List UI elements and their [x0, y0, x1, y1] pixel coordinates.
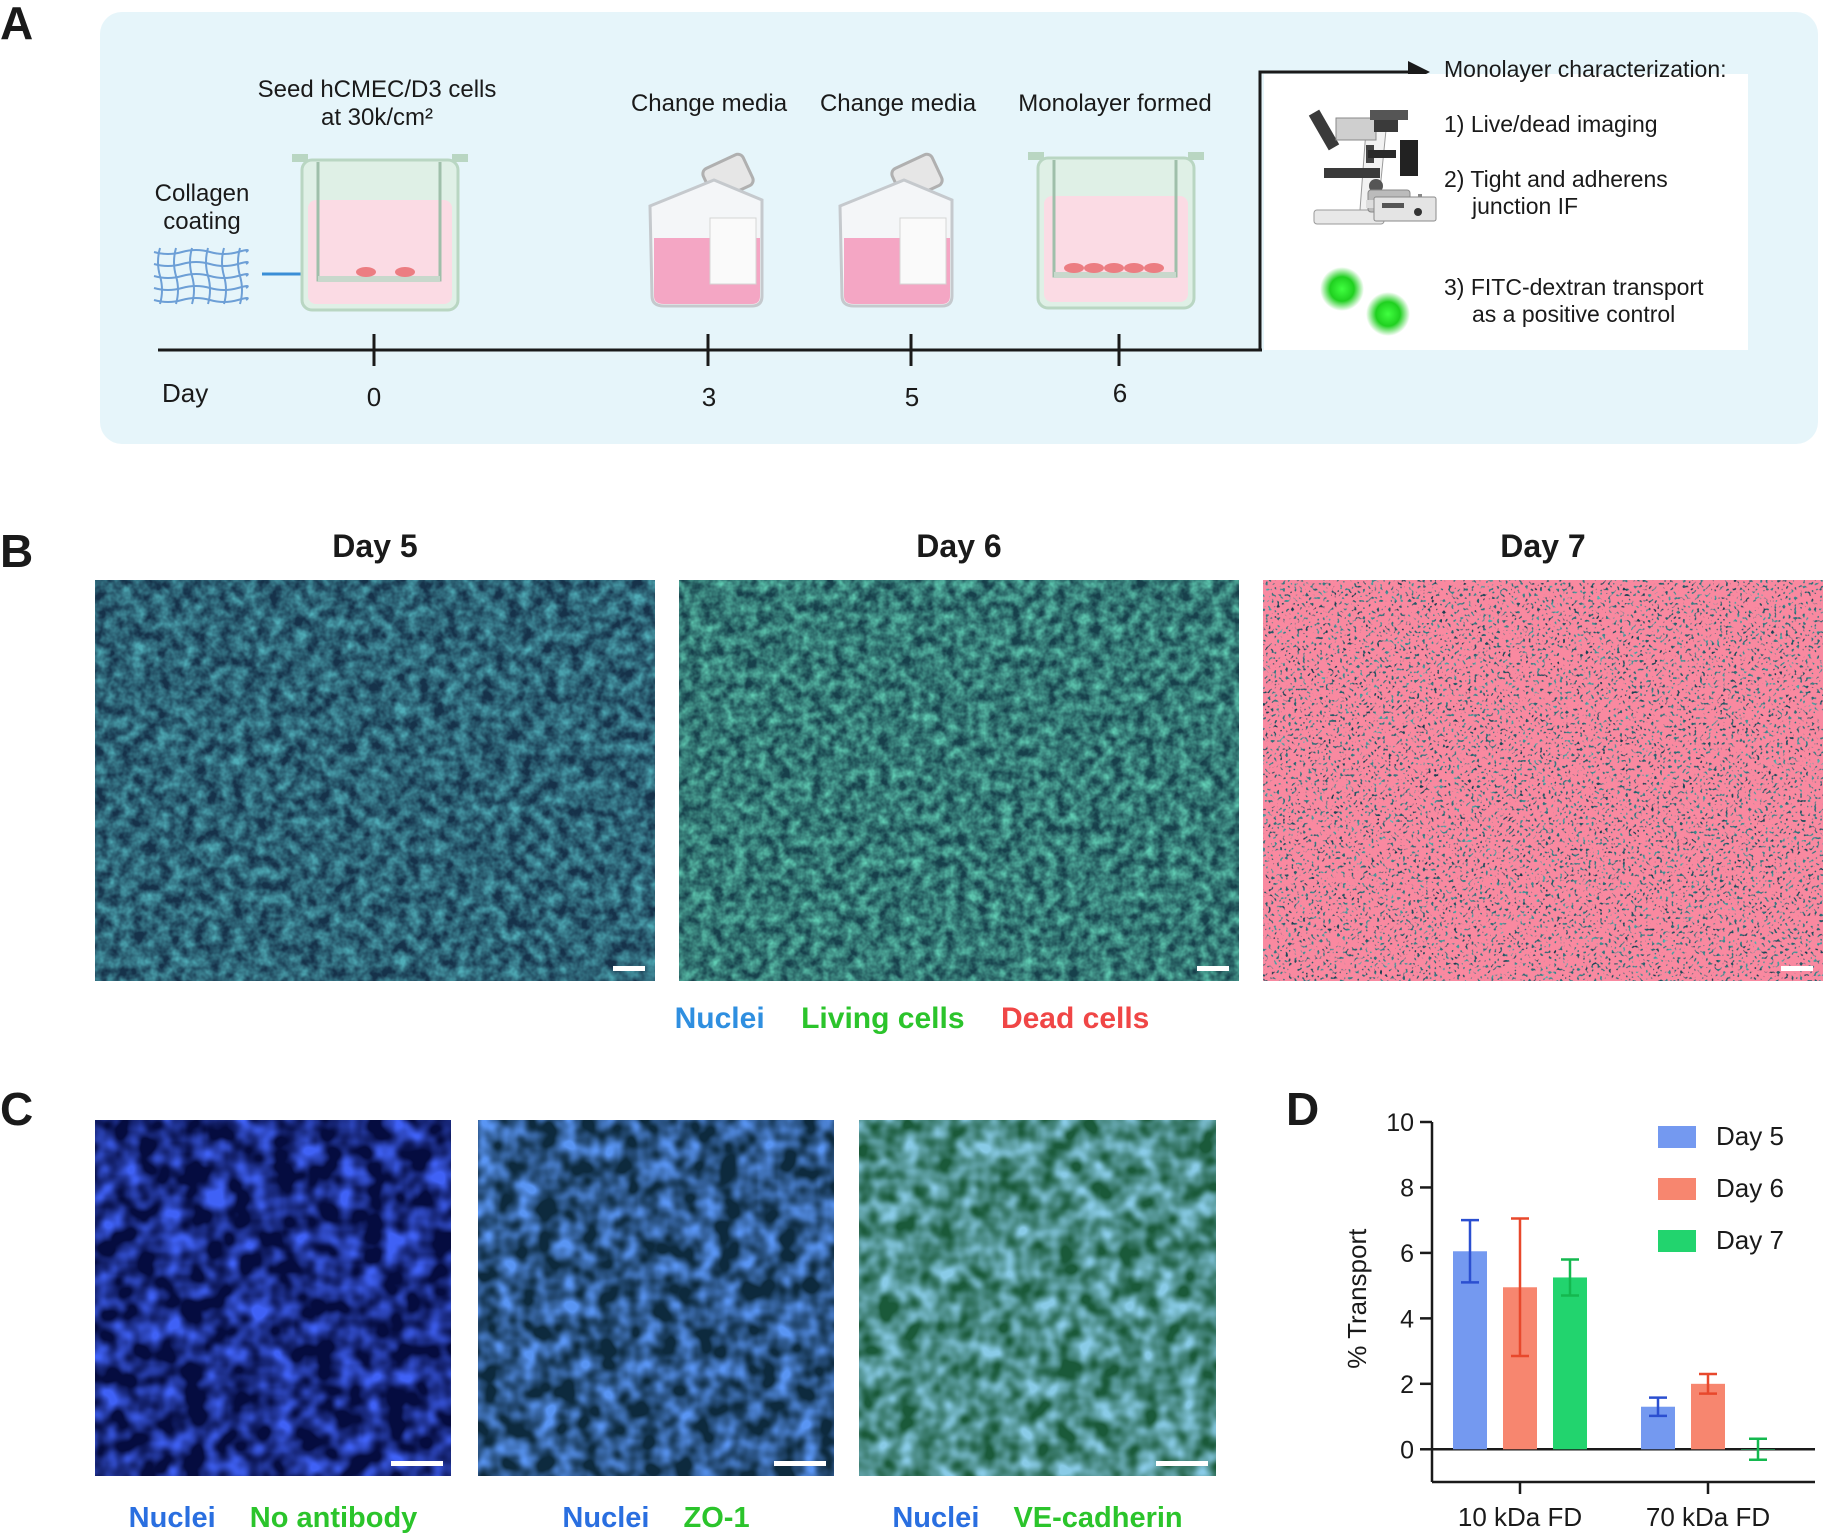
live-dead-texture-day5: [95, 580, 655, 981]
if-texture-no-antibody: [95, 1120, 451, 1476]
y-tick-label: 6: [1400, 1240, 1414, 1268]
step-seed-label: Seed hCMEC/D3 cells at 30k/cm²: [258, 76, 497, 132]
panel-b-legend: Nuclei Living cells Dead cells: [0, 1002, 1824, 1036]
caption-nuclei: Nuclei: [128, 1502, 216, 1534]
step-day5-label: Change media: [819, 90, 977, 117]
collagen-mesh-icon: [153, 247, 249, 305]
step-seed-line1: Seed hCMEC/D3 cells: [257, 76, 497, 103]
microscope-icon: [1308, 109, 1437, 225]
live-dead-texture-day7: [1263, 580, 1823, 981]
flask-media-icon-day5: [838, 152, 954, 308]
legend-nuclei: Nuclei: [674, 1002, 765, 1035]
timeline-connector: [1258, 70, 1410, 350]
fluorescent-bead-icon: [1366, 292, 1410, 336]
y-tick-label: 2: [1400, 1371, 1414, 1399]
panel-a-diagram: [153, 61, 1748, 366]
characterization-item-2: 2) Tight and adherens junction IF: [1444, 166, 1668, 220]
if-image-no-antibody: [95, 1120, 451, 1476]
scale-bar: [1197, 966, 1229, 971]
y-tick-label: 10: [1386, 1109, 1414, 1137]
panel-b-title-day6: Day 6: [916, 528, 1002, 564]
x-tick-label: 10 kDa FD: [1458, 1502, 1582, 1530]
bar-day-5: [1453, 1251, 1487, 1450]
scale-bar: [774, 1461, 826, 1466]
panel-b-letter: B: [0, 525, 34, 577]
characterization-item-3-line2: as a positive control: [1472, 301, 1676, 327]
legend-label: Day 6: [1716, 1173, 1784, 1203]
caption-stain: ZO-1: [683, 1502, 750, 1534]
transwell-seed-icon: [292, 154, 468, 312]
timeline-day-0: 0: [366, 382, 382, 412]
live-dead-image-day5: [95, 580, 655, 981]
timeline-day-5: 5: [904, 382, 920, 412]
scale-bar: [613, 966, 645, 971]
legend-label: Day 7: [1716, 1225, 1784, 1255]
live-dead-image-day6: [679, 580, 1239, 981]
if-image-ve-cadherin: [859, 1120, 1216, 1476]
legend-dead-cells: Dead cells: [1000, 1002, 1150, 1035]
flask-media-icon-day3: [648, 152, 764, 308]
step-seed-line2: at 30k/cm²: [320, 104, 434, 131]
x-tick-label: 70 kDa FD: [1646, 1502, 1770, 1530]
panel-c-letter: C: [0, 1083, 34, 1135]
caption-stain: No antibody: [249, 1502, 418, 1534]
transwell-monolayer-icon: [1028, 152, 1204, 310]
caption-nuclei: Nuclei: [892, 1502, 980, 1534]
characterization-item-2-line2: junction IF: [1472, 193, 1579, 219]
step-day3-label: Change media: [630, 90, 788, 117]
panel-b-title-day7: Day 7: [1500, 528, 1586, 564]
panel-a-letter: A: [0, 0, 34, 49]
panel-d-letter: D: [1286, 1083, 1320, 1135]
live-dead-image-day7: [1263, 580, 1823, 981]
characterization-item-3-line1: 3) FITC-dextran transport: [1444, 274, 1704, 300]
if-image-zo1: [478, 1120, 834, 1476]
panel-b-title-day5: Day 5: [332, 528, 418, 564]
step-day6-label: Monolayer formed: [1018, 90, 1212, 117]
timeline-day-label: Day: [162, 378, 209, 408]
legend-swatch: [1658, 1126, 1696, 1148]
legend-label: Day 5: [1716, 1121, 1784, 1151]
y-tick-label: 4: [1400, 1305, 1414, 1333]
characterization-title: Monolayer characterization:: [1444, 56, 1727, 82]
if-texture-ve-cadherin: [859, 1120, 1216, 1476]
characterization-item-1: 1) Live/dead imaging: [1444, 111, 1658, 137]
timeline-day-6: 6: [1112, 378, 1128, 408]
characterization-item-3: 3) FITC-dextran transport as a positive …: [1444, 274, 1703, 328]
y-axis-label: % Transport: [1342, 1228, 1372, 1369]
timeline-day-3: 3: [701, 382, 717, 412]
caption-ve-cadherin: Nuclei VE-cadherin: [859, 1502, 1216, 1535]
legend-swatch: [1658, 1178, 1696, 1200]
collagen-line2: coating: [163, 208, 241, 235]
collagen-line1: Collagen: [154, 180, 250, 207]
y-tick-label: 0: [1400, 1436, 1414, 1464]
bar-day-7: [1553, 1277, 1587, 1450]
transport-bar-chart: 10 8 6 4 2 0 % Transport 10 kDa FD 70 kDa FD Day …: [1342, 1109, 1815, 1530]
caption-stain: VE-cadherin: [1013, 1502, 1183, 1534]
caption-no-antibody: Nuclei No antibody: [95, 1502, 451, 1535]
characterization-item-2-line1: 2) Tight and adherens: [1444, 166, 1668, 192]
scale-bar: [1781, 966, 1813, 971]
fluorescent-bead-icon: [1320, 267, 1364, 311]
collagen-label: Collagen coating: [155, 180, 250, 236]
scale-bar: [1156, 1461, 1208, 1466]
scale-bar: [391, 1461, 443, 1466]
live-dead-texture-day6: [679, 580, 1239, 981]
y-tick-label: 8: [1400, 1174, 1414, 1202]
caption-zo1: Nuclei ZO-1: [478, 1502, 834, 1535]
legend-living-cells: Living cells: [801, 1002, 965, 1035]
caption-nuclei: Nuclei: [562, 1502, 650, 1534]
if-texture-zo1: [478, 1120, 834, 1476]
legend-swatch: [1658, 1230, 1696, 1252]
